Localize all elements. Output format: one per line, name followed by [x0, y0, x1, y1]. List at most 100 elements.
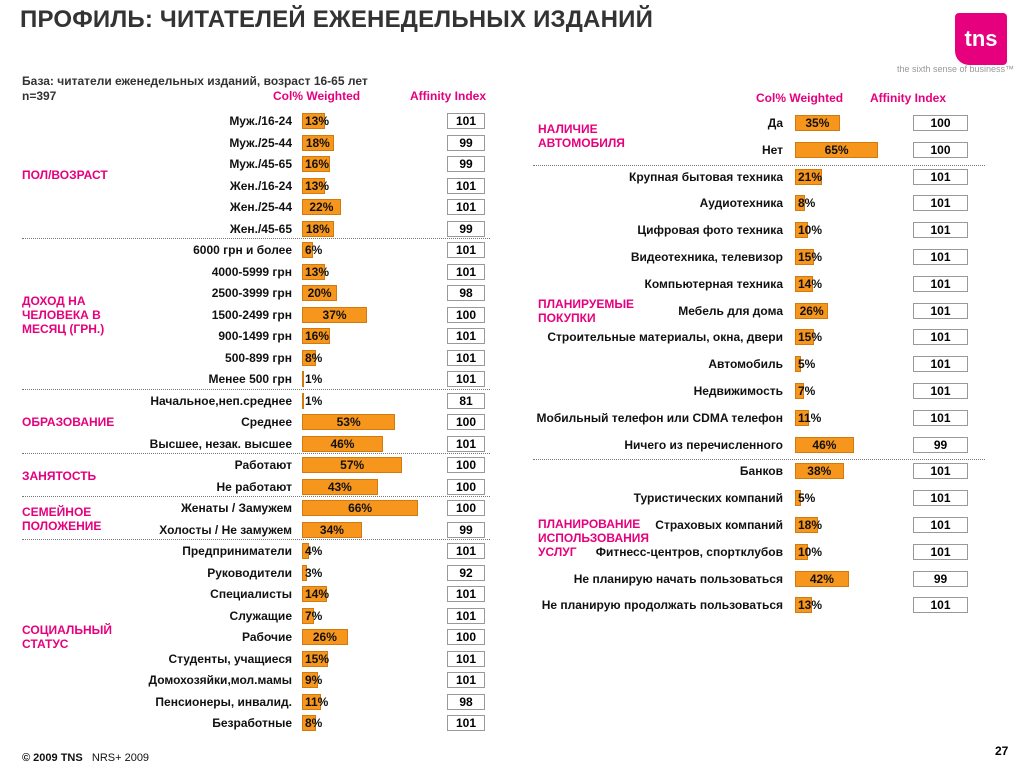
data-label: 10% — [798, 545, 823, 559]
row-label: Студенты, учащиеся — [168, 652, 292, 666]
affinity-index: 101 — [913, 544, 968, 560]
group-label: ДОХОД НА ЧЕЛОВЕКА В МЕСЯЦ (ГРН.) — [22, 294, 105, 336]
affinity-index: 100 — [447, 457, 485, 473]
bar — [302, 479, 378, 495]
data-label: 5% — [798, 491, 816, 505]
affinity-index: 101 — [913, 303, 968, 319]
row-label: Страховых компаний — [655, 518, 783, 532]
affinity-index: 98 — [447, 285, 485, 301]
bar — [302, 715, 317, 731]
bar — [795, 410, 810, 426]
row-label: Пенсионеры, инвалид. — [155, 695, 292, 709]
affinity-index: 100 — [447, 414, 485, 430]
data-label: 15% — [798, 330, 823, 344]
data-label: 4% — [305, 544, 323, 558]
bar — [795, 597, 812, 613]
data-label: 66% — [348, 501, 373, 515]
tns-logo: tns — [955, 13, 1007, 65]
bar — [795, 222, 808, 238]
bar — [302, 608, 315, 624]
group-separator — [22, 389, 490, 390]
row-label: Ничего из перечисленного — [624, 438, 783, 452]
col-pct-header-left: Col% Weighted — [273, 89, 361, 103]
affinity-index: 81 — [447, 393, 485, 409]
data-label: 3% — [305, 566, 323, 580]
row-label: Служащие — [229, 609, 292, 623]
bar — [795, 249, 815, 265]
data-label: 18% — [305, 222, 330, 236]
data-label: 20% — [307, 286, 332, 300]
affinity-index: 101 — [913, 410, 968, 426]
row-label: Нет — [761, 143, 783, 157]
data-label: 13% — [305, 179, 330, 193]
group-label: СЕМЕЙНОЕ ПОЛОЖЕНИЕ — [22, 505, 102, 533]
row-label: Среднее — [241, 415, 292, 429]
sample-size: n=397 — [22, 89, 57, 103]
data-label: 13% — [305, 114, 330, 128]
bar — [302, 522, 362, 538]
bar — [302, 221, 334, 237]
bar — [795, 142, 879, 158]
bar — [795, 356, 802, 372]
affinity-index: 101 — [913, 356, 968, 372]
bar — [302, 414, 396, 430]
affinity-index: 101 — [913, 490, 968, 506]
col-pct-header-right: Col% Weighted — [756, 91, 844, 105]
affinity-index: 101 — [913, 222, 968, 238]
row-label: Мобильный телефон или CDMA телефон — [536, 411, 783, 425]
data-label: 37% — [322, 308, 347, 322]
row-label: Жен./45-65 — [229, 222, 292, 236]
row-label: Строительные материалы, окна, двери — [547, 330, 783, 344]
affinity-index: 101 — [447, 543, 485, 559]
data-label: 21% — [798, 170, 823, 184]
affinity-index: 99 — [447, 156, 485, 172]
row-label: Аудиотехника — [699, 196, 783, 210]
data-label: 7% — [305, 609, 323, 623]
group-separator — [533, 459, 985, 460]
bar — [302, 672, 318, 688]
data-label: 18% — [798, 518, 823, 532]
row-label: Женаты / Замужем — [180, 501, 292, 515]
row-label: Руководители — [207, 566, 292, 580]
data-label: 57% — [340, 458, 365, 472]
row-label: Мебель для дома — [678, 304, 783, 318]
data-label: 13% — [305, 265, 330, 279]
data-label: 16% — [305, 329, 330, 343]
bar — [302, 586, 327, 602]
copyright: © 2009 TNS — [22, 752, 83, 764]
affinity-index: 101 — [447, 328, 485, 344]
bar — [302, 178, 325, 194]
bar — [302, 285, 338, 301]
bar — [302, 565, 308, 581]
group-separator — [533, 165, 985, 166]
row-label: Менее 500 грн — [208, 372, 292, 386]
affinity-index: 101 — [447, 264, 485, 280]
data-label: 10% — [798, 223, 823, 237]
bar — [302, 393, 304, 409]
data-label: 38% — [807, 464, 832, 478]
bar — [795, 276, 813, 292]
affinity-index: 101 — [447, 371, 485, 387]
row-label: 6000 грн и более — [193, 243, 292, 257]
bar — [795, 383, 804, 399]
data-source: NRS+ 2009 — [91, 752, 150, 764]
bar — [795, 517, 819, 533]
bar — [795, 115, 840, 131]
base-line: База: читатели еженедельных изданий, воз… — [22, 74, 368, 88]
data-label: 22% — [309, 200, 334, 214]
affinity-index: 92 — [447, 565, 485, 581]
bar — [302, 651, 329, 667]
row-label: Жен./25-44 — [229, 200, 292, 214]
group-label: ПЛАНИРУЕМЫЕ ПОКУПКИ — [538, 297, 635, 325]
data-label: 11% — [798, 411, 822, 425]
group-label: НАЛИЧИЕ АВТОМОБИЛЯ — [538, 122, 625, 150]
bar — [302, 543, 310, 559]
bar — [302, 156, 331, 172]
data-label: 1% — [305, 372, 323, 386]
affinity-index: 101 — [913, 517, 968, 533]
bar — [795, 463, 844, 479]
affinity-index: 101 — [447, 651, 485, 667]
row-label: 1500-2499 грн — [211, 308, 292, 322]
data-label: 1% — [305, 394, 323, 408]
bar — [302, 629, 348, 645]
